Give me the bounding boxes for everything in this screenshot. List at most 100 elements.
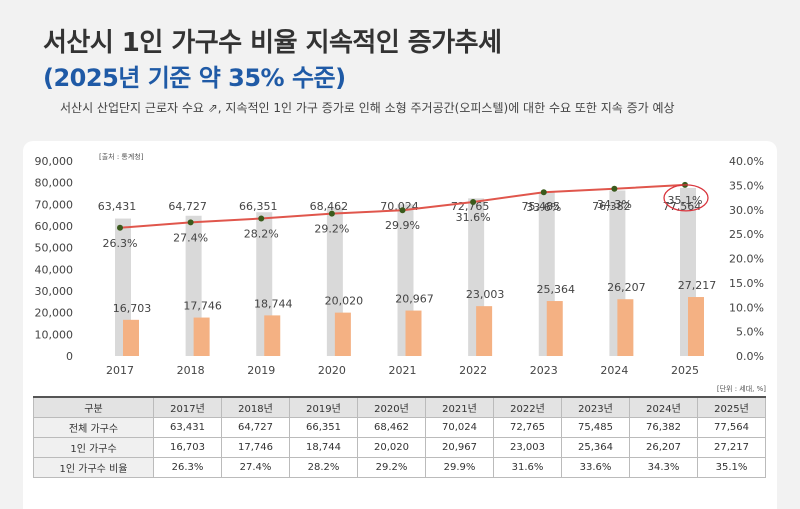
left-tick-label: 10,000 xyxy=(35,328,74,341)
right-tick-label: 15.0% xyxy=(729,277,764,290)
single-bar xyxy=(193,317,210,356)
table-cell: 20,967 xyxy=(425,437,494,458)
table-cell: 75,485 xyxy=(561,417,630,438)
table-header-cell: 구분 xyxy=(33,396,154,418)
table-row: 1인 가구수 16,703 17,746 18,744 20,020 20,967 23,0… xyxy=(33,437,766,458)
single-bar xyxy=(546,301,563,356)
table-cell: 26,207 xyxy=(629,437,698,458)
right-tick-label: 5.0% xyxy=(736,326,764,339)
table-header-cell: 2023년 xyxy=(561,396,630,418)
table-cell: 64,727 xyxy=(221,417,290,438)
single-bar xyxy=(617,299,634,356)
table-cell: 27,217 xyxy=(697,437,766,458)
total-value-label: 63,431 xyxy=(98,200,137,213)
x-tick-label: 2025 xyxy=(671,364,699,377)
single-bar xyxy=(405,310,422,356)
table-header-cell: 2025년 xyxy=(697,396,766,418)
table-cell: 23,003 xyxy=(493,437,562,458)
table-header-cell: 2022년 xyxy=(493,396,562,418)
total-value-label: 66,351 xyxy=(239,200,278,213)
single-bar xyxy=(123,319,139,356)
single-value-label: 17,746 xyxy=(183,300,222,313)
table-header-cell: 2018년 xyxy=(221,396,290,418)
ratio-value-label: 35.1% xyxy=(668,194,703,207)
table-header-cell: 2017년 xyxy=(153,396,222,418)
single-value-label: 16,703 xyxy=(113,302,152,315)
ratio-value-label: 29.9% xyxy=(385,219,420,232)
ratio-point xyxy=(399,207,406,214)
table-cell: 18,744 xyxy=(289,437,358,458)
table-cell: 26.3% xyxy=(153,457,222,478)
right-tick-label: 20.0% xyxy=(729,253,764,266)
single-value-label: 20,967 xyxy=(395,293,434,306)
page-subtitle-highlight: (2025년 기준 약 35% 수준) xyxy=(43,64,346,92)
table-cell: 31.6% xyxy=(493,457,562,478)
total-value-label: 75,485 xyxy=(522,200,561,213)
ratio-value-label: 28.2% xyxy=(244,228,279,241)
ratio-value-label: 31.6% xyxy=(456,211,491,224)
ratio-value-label: 27.4% xyxy=(173,231,208,244)
table-cell: 29.9% xyxy=(425,457,494,478)
ratio-point xyxy=(611,185,618,192)
x-tick-label: 2024 xyxy=(600,364,628,377)
right-tick-label: 30.0% xyxy=(729,204,764,217)
single-labels: 16,703 17,746 18,744 20,020 20,967 23,003 25,3… xyxy=(113,279,717,315)
table-cell: 72,765 xyxy=(493,417,562,438)
ratio-value-label: 33.6% xyxy=(526,201,561,214)
table-row: 1인 가구수 비율 26.3% 27.4% 28.2% 29.2% 29.9% 31.6% 3… xyxy=(33,457,766,478)
table-cell: 33.6% xyxy=(561,457,630,478)
single-value-label: 27,217 xyxy=(678,279,717,292)
table-cell: 16,703 xyxy=(153,437,222,458)
left-tick-label: 40,000 xyxy=(35,263,74,276)
total-value-label: 68,462 xyxy=(310,200,349,213)
right-tick-label: 10.0% xyxy=(729,301,764,314)
x-tick-label: 2017 xyxy=(106,364,134,377)
table-header-cell: 2021년 xyxy=(425,396,494,418)
x-tick-label: 2021 xyxy=(389,364,417,377)
left-tick-label: 60,000 xyxy=(35,220,74,233)
ratio-point xyxy=(187,219,194,226)
table-row: 전체 가구수 63,431 64,727 66,351 68,462 70,024 72,7… xyxy=(33,417,766,438)
table-body: 전체 가구수 63,431 64,727 66,351 68,462 70,024 72,7… xyxy=(33,417,766,478)
single-bar xyxy=(476,306,493,356)
ratio-value-label: 34.3% xyxy=(597,198,632,211)
left-axis-ticks: 90,000 80,000 70,000 60,000 50,000 40,000 30,0… xyxy=(35,155,74,363)
single-bars xyxy=(123,297,704,356)
single-bar xyxy=(264,315,281,356)
data-table: 구분 2017년 2018년 2019년 2020년 2021년 2022년 2023년 202… xyxy=(33,396,766,478)
left-tick-label: 20,000 xyxy=(35,307,74,320)
table-header-row: 구분 2017년 2018년 2019년 2020년 2021년 2022년 2023년 202… xyxy=(33,396,766,418)
single-bar xyxy=(334,312,351,356)
page-title: 서산시 1인 가구수 비율 지속적인 증가추세 xyxy=(43,28,502,58)
description-text: 서산시 산업단지 근로자 수요 ⇗, 지속적인 1인 가구 증가로 인해 소형 … xyxy=(60,101,675,115)
left-tick-label: 80,000 xyxy=(35,177,74,190)
table-cell: 20,020 xyxy=(357,437,426,458)
left-tick-label: 70,000 xyxy=(35,198,74,211)
x-tick-label: 2020 xyxy=(318,364,346,377)
table-cell: 28.2% xyxy=(289,457,358,478)
x-tick-label: 2022 xyxy=(459,364,487,377)
source-note: [출처 : 통계청] xyxy=(99,153,144,161)
ratio-line-series xyxy=(117,181,688,231)
table-cell: 전체 가구수 xyxy=(33,417,154,438)
left-tick-label: 30,000 xyxy=(35,285,74,298)
ratio-point xyxy=(117,224,123,231)
right-tick-label: 40.0% xyxy=(729,155,764,168)
right-tick-label: 0.0% xyxy=(736,350,764,363)
single-value-label: 18,744 xyxy=(254,297,293,310)
ratio-labels: 26.3% 27.4% 28.2% 29.2% 29.9% 31.6% 33.6% 34.3%… xyxy=(103,184,709,250)
ratio-point xyxy=(328,210,335,217)
table-cell: 63,431 xyxy=(153,417,222,438)
table-cell: 70,024 xyxy=(425,417,494,438)
single-value-label: 23,003 xyxy=(466,288,505,301)
single-value-label: 20,020 xyxy=(325,295,364,308)
table-cell: 76,382 xyxy=(629,417,698,438)
ratio-point xyxy=(470,198,477,205)
left-tick-label: 50,000 xyxy=(35,242,74,255)
table-header-cell: 2019년 xyxy=(289,396,358,418)
total-value-label: 76,382 xyxy=(592,200,631,213)
table-cell: 77,564 xyxy=(697,417,766,438)
ratio-point xyxy=(258,215,265,222)
table-header-cell: 2024년 xyxy=(629,396,698,418)
